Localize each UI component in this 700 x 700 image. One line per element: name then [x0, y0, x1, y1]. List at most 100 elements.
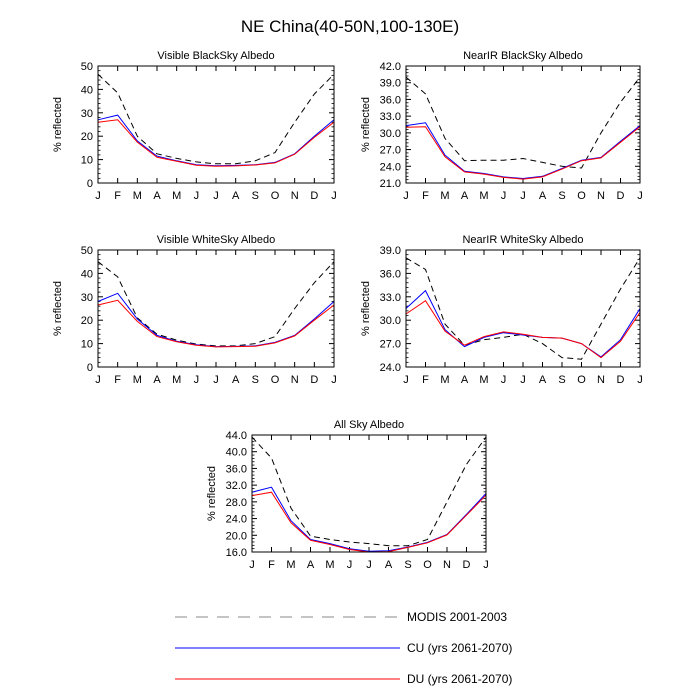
x-tick-label: A	[461, 190, 469, 202]
x-tick-label: J	[213, 190, 219, 202]
y-tick-label: 39.0	[380, 245, 401, 257]
x-tick-label: D	[617, 374, 625, 386]
x-tick-label: S	[404, 559, 411, 571]
x-tick-label: D	[310, 374, 318, 386]
y-tick-label: 10	[81, 155, 93, 167]
plot-frame	[97, 65, 335, 184]
x-tick-label: J	[194, 190, 200, 202]
y-tick-label: 40	[81, 268, 93, 280]
x-tick-label: J	[501, 190, 507, 202]
y-tick-label: 10	[81, 339, 93, 351]
y-tick-label: 40	[81, 84, 93, 96]
x-tick-label: M	[440, 374, 449, 386]
y-axis-label: % reflected	[360, 97, 372, 152]
x-tick-label: J	[95, 190, 101, 202]
x-tick-label: O	[577, 190, 586, 202]
x-tick-label: O	[577, 374, 586, 386]
x-tick-label: J	[366, 559, 372, 571]
x-tick-label: A	[232, 374, 240, 386]
x-tick-label: F	[422, 374, 429, 386]
x-tick-label: J	[403, 374, 409, 386]
y-tick-label: 16.0	[226, 547, 247, 559]
series-line-du	[97, 299, 335, 348]
y-tick-label: 30.0	[380, 315, 401, 327]
x-tick-label: D	[310, 190, 318, 202]
x-tick-label: F	[114, 190, 121, 202]
series-line-cu	[97, 292, 335, 348]
y-tick-label: 28.0	[226, 497, 247, 509]
x-tick-label: M	[133, 374, 142, 386]
series-line-du	[405, 299, 641, 359]
chart-panel-3: Visible WhiteSky Albedo % reflected 0 10 20 3…	[52, 234, 337, 386]
panel-title: All Sky Albedo	[334, 419, 404, 431]
x-tick-label: J	[637, 374, 643, 386]
y-tick-label: 27.0	[380, 145, 401, 157]
x-tick-label: J	[95, 374, 101, 386]
x-tick-label: J	[249, 559, 255, 571]
x-tick-label: D	[463, 559, 471, 571]
y-tick-label: 42.0	[380, 61, 401, 73]
series-line-du	[97, 119, 335, 167]
x-tick-label: J	[403, 190, 409, 202]
y-tick-label: 21.0	[380, 178, 401, 190]
series-line-du	[251, 491, 487, 553]
panel-title: NearIR BlackSky Albedo	[463, 50, 583, 62]
y-tick-label: 24.0	[380, 161, 401, 173]
x-tick-label: A	[153, 374, 161, 386]
y-tick-label: 0	[87, 178, 93, 190]
x-tick-label: J	[213, 374, 219, 386]
y-axis-label: % reflected	[360, 281, 372, 336]
y-tick-label: 30	[81, 108, 93, 120]
x-tick-label: A	[307, 559, 315, 571]
series-line-modis	[97, 261, 335, 347]
x-tick-label: M	[325, 559, 334, 571]
series-line-modis	[97, 73, 335, 165]
x-tick-label: A	[539, 374, 547, 386]
series-line-du	[405, 126, 641, 180]
y-axis-label: % reflected	[206, 466, 218, 521]
x-tick-label: S	[252, 190, 259, 202]
x-tick-label: N	[443, 559, 451, 571]
y-tick-label: 30	[81, 292, 93, 304]
figure-title: NE China(40-50N,100-130E)	[241, 17, 459, 36]
y-tick-label: 36.0	[380, 268, 401, 280]
y-axis-label: % reflected	[52, 281, 64, 336]
x-tick-label: N	[291, 190, 299, 202]
x-tick-label: J	[194, 374, 200, 386]
x-tick-label: M	[286, 559, 295, 571]
legend-label: DU (yrs 2061-2070)	[407, 672, 512, 686]
y-tick-label: 20	[81, 315, 93, 327]
x-tick-label: O	[423, 559, 432, 571]
y-tick-label: 20.0	[226, 530, 247, 542]
x-tick-label: F	[268, 559, 275, 571]
series-line-modis	[251, 436, 487, 547]
panel-title: NearIR WhiteSky Albedo	[462, 234, 583, 246]
x-tick-label: J	[501, 374, 507, 386]
y-tick-label: 50	[81, 245, 93, 257]
x-tick-label: A	[461, 374, 469, 386]
x-tick-label: S	[252, 374, 259, 386]
chart-panel-5: All Sky Albedo % reflected 16.0 20.0 24.0 28.…	[206, 419, 489, 571]
legend: MODIS 2001-2003 CU (yrs 2061-2070) DU (yrs…	[175, 610, 512, 686]
x-tick-label: M	[479, 374, 488, 386]
x-tick-label: J	[520, 190, 526, 202]
y-tick-label: 0	[87, 362, 93, 374]
x-tick-label: A	[539, 190, 547, 202]
y-tick-label: 24.0	[380, 362, 401, 374]
x-tick-label: S	[558, 190, 565, 202]
y-tick-label: 39.0	[380, 78, 401, 90]
y-tick-label: 40.0	[226, 447, 247, 459]
y-tick-label: 33.0	[380, 111, 401, 123]
x-tick-label: O	[271, 374, 280, 386]
x-tick-label: M	[133, 190, 142, 202]
y-tick-label: 24.0	[226, 514, 247, 526]
x-tick-label: N	[597, 374, 605, 386]
series-line-modis	[405, 257, 641, 360]
x-tick-label: M	[479, 190, 488, 202]
panels: Visible BlackSky Albedo % reflected 0 10 20 3…	[52, 50, 643, 571]
panel-title: Visible BlackSky Albedo	[157, 50, 274, 62]
y-tick-label: 44.0	[226, 430, 247, 442]
plot-frame	[405, 65, 641, 184]
panel-title: Visible WhiteSky Albedo	[157, 234, 275, 246]
